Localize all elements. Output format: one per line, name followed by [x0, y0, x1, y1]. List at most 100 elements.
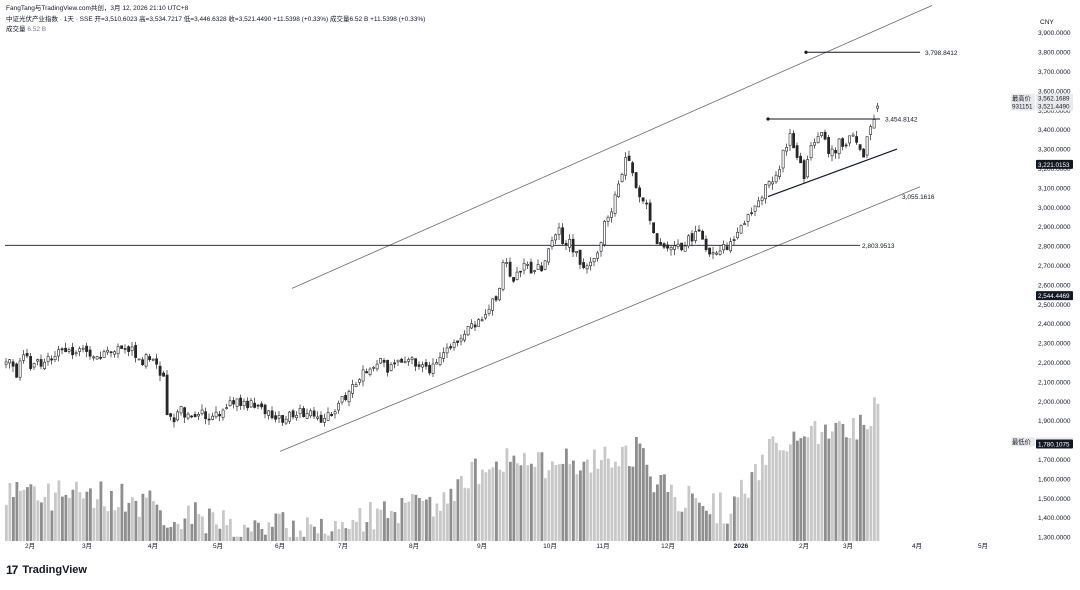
candle-body — [764, 184, 768, 200]
volume-bar — [292, 520, 295, 541]
price-tag-name: 最高价 — [1012, 94, 1032, 103]
volume-bar — [705, 510, 708, 541]
candle-body — [351, 384, 355, 394]
volume-bar — [155, 504, 159, 541]
volume-bar — [96, 499, 99, 541]
candle-body — [95, 356, 99, 360]
volume-bar — [824, 424, 827, 541]
volume-bar — [838, 421, 841, 541]
volume-bar — [855, 439, 859, 541]
candle-body — [53, 356, 57, 361]
volume-bar — [372, 529, 376, 541]
candle-body — [169, 413, 173, 417]
candle-body — [274, 415, 278, 420]
volume-bar — [495, 461, 498, 541]
candle-body — [64, 347, 68, 353]
candle-body — [463, 333, 467, 341]
volume-bar — [498, 469, 502, 541]
candle-body — [186, 413, 190, 419]
symbol-name[interactable]: 中证光伏产业指数 · 1天 · SSE — [6, 16, 93, 23]
volume-bar — [393, 512, 397, 541]
candle-body — [578, 249, 582, 265]
candle-body — [708, 247, 712, 255]
candle-body — [603, 221, 607, 246]
candle-body — [242, 401, 246, 407]
volume-bar — [810, 425, 813, 541]
candle-body — [473, 324, 477, 328]
volume-bar — [568, 464, 572, 541]
candle-body — [323, 418, 327, 423]
candle-body — [428, 364, 432, 374]
volume-bar — [421, 500, 425, 541]
candle-body — [568, 239, 572, 248]
candle-body — [687, 235, 691, 247]
candle-body — [655, 233, 659, 245]
volume-bar — [477, 483, 481, 541]
candle-body — [221, 409, 225, 418]
volume-bar — [295, 536, 299, 541]
y-tick-label: 1,300.0000 — [1038, 535, 1071, 542]
volume-bar — [152, 501, 155, 541]
time-axis[interactable]: 2月 3月 4月 5月 6月 7月 8月 9月 10月 11月 12月 2026 2月 3月 4月 5月 — [25, 542, 988, 550]
candle-body — [25, 353, 29, 357]
volume-bar — [218, 528, 222, 541]
candle-body — [487, 308, 491, 314]
candle-body — [599, 242, 603, 252]
candle-body — [407, 359, 411, 362]
volume-bar — [397, 523, 400, 541]
volume-bar — [866, 429, 869, 541]
volume-bar — [89, 488, 92, 541]
candle-body — [778, 169, 782, 177]
volume-bar — [183, 518, 187, 541]
x-tick-label: 8月 — [409, 542, 419, 550]
volume-bar — [439, 510, 442, 541]
y-tick-label: 2,800.0000 — [1038, 244, 1071, 251]
volume-bar — [502, 471, 505, 541]
candle-body — [519, 270, 523, 273]
candle-body — [438, 357, 442, 365]
volume-bar — [40, 502, 43, 541]
candle-body — [211, 415, 215, 420]
volume-bar — [159, 510, 162, 541]
volume-bar — [274, 513, 278, 541]
y-tick-label: 3,100.0000 — [1038, 185, 1071, 192]
volume-bar — [327, 535, 330, 541]
candle-body — [746, 214, 750, 222]
volume-bar — [12, 496, 15, 541]
volume-bar — [803, 436, 806, 541]
volume-bar — [817, 443, 820, 541]
candle-body — [32, 363, 36, 368]
x-tick-label: 7月 — [338, 542, 348, 550]
candle-body — [232, 400, 236, 405]
candle-body — [81, 347, 85, 350]
tradingview-brand[interactable]: 17 TradingView — [6, 563, 87, 577]
candle-body — [606, 216, 610, 222]
volume-bar — [442, 492, 446, 541]
volume-bar — [386, 518, 390, 541]
volume-bar — [404, 502, 407, 541]
candle-body — [403, 361, 407, 364]
volume-bar — [61, 496, 64, 541]
volume-bar — [134, 500, 138, 541]
volume-bar — [418, 497, 421, 541]
candle-body — [431, 363, 435, 374]
x-tick-label: 2026 — [734, 543, 749, 550]
volume-bar — [211, 512, 215, 541]
candle-body — [60, 348, 64, 351]
candle-body — [704, 238, 708, 250]
candle-body — [715, 252, 719, 255]
candle-body — [141, 359, 145, 366]
candle-body — [501, 262, 505, 290]
candle-body — [456, 340, 460, 343]
volume-bar — [673, 496, 677, 541]
volume-bar — [5, 504, 8, 541]
candle-body — [554, 234, 558, 241]
candle-body — [333, 411, 337, 415]
price-axis[interactable]: CNY 1,300.0000 1,400.0000 1,500.0000 1,600.0… — [1038, 19, 1071, 542]
candle-body — [8, 359, 12, 364]
candle-body — [624, 157, 628, 176]
candle-body — [386, 360, 390, 373]
candle-body — [424, 362, 428, 367]
